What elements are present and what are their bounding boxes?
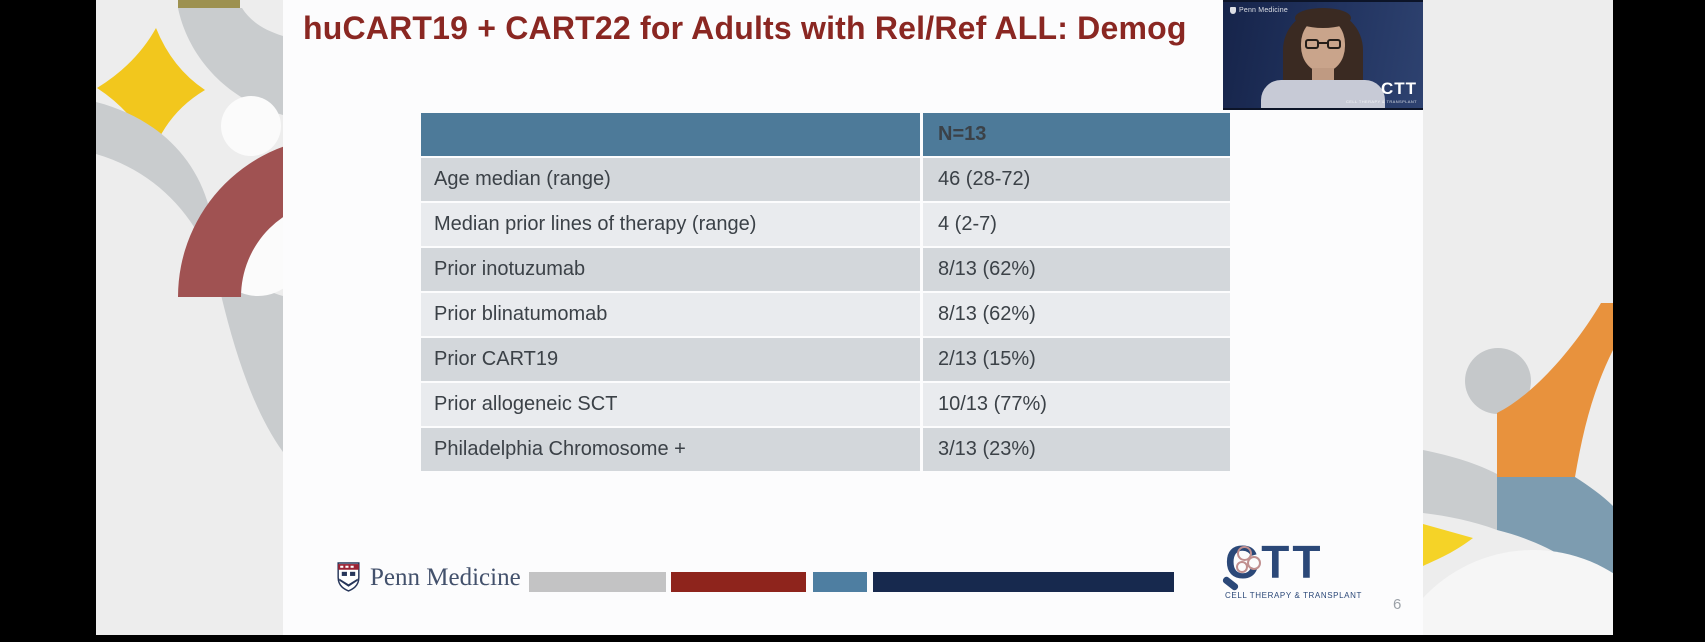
penn-medicine-logo: Penn Medicine [336, 562, 521, 593]
row-label: Prior CART19 [421, 338, 920, 381]
row-value: 8/13 (62%) [923, 248, 1230, 291]
footer-bar-blue [813, 572, 867, 592]
footer-bar-navy [873, 572, 1174, 592]
row-value: 2/13 (15%) [923, 338, 1230, 381]
webcam-ctt-logo: CTT CELL THERAPY & TRANSPLANT [1346, 79, 1417, 104]
table-row: Median prior lines of therapy (range) 4 … [421, 203, 1230, 246]
table-row: Prior allogeneic SCT 10/13 (77%) [421, 383, 1230, 426]
left-margin-decoration [96, 0, 283, 635]
row-label: Prior allogeneic SCT [421, 383, 920, 426]
row-label: Prior inotuzumab [421, 248, 920, 291]
table-header-n: N=13 [923, 113, 1230, 156]
table-row: Prior CART19 2/13 (15%) [421, 338, 1230, 381]
webcam-watermark: Penn Medicine [1230, 7, 1288, 14]
row-value: 3/13 (23%) [923, 428, 1230, 471]
penn-logo-text: Penn Medicine [370, 563, 521, 591]
presentation-slide: huCART19 + CART22 for Adults with Rel/Re… [283, 0, 1423, 635]
row-value: 10/13 (77%) [923, 383, 1230, 426]
presenter-shoulders [1261, 80, 1385, 108]
row-value: 4 (2-7) [923, 203, 1230, 246]
table-header-empty [421, 113, 920, 156]
slide-background: huCART19 + CART22 for Adults with Rel/Re… [96, 0, 1613, 635]
table-row: Prior blinatumomab 8/13 (62%) [421, 293, 1230, 336]
penn-shield-icon [1230, 7, 1236, 14]
demographics-table: N=13 Age median (range) 46 (28-72) Media… [421, 113, 1230, 473]
row-label: Median prior lines of therapy (range) [421, 203, 920, 246]
table-row: Prior inotuzumab 8/13 (62%) [421, 248, 1230, 291]
footer-bar-gray [529, 572, 666, 592]
ctt-cell-icon [1237, 546, 1252, 561]
presenter-hair-fringe [1295, 8, 1351, 28]
presenter-webcam-video[interactable]: Penn Medicine CTT CELL THERAPY & TRANSPL… [1223, 0, 1423, 110]
presenter-glasses [1305, 39, 1341, 51]
row-value: 46 (28-72) [923, 158, 1230, 201]
table-body: Age median (range) 46 (28-72) Median pri… [421, 158, 1230, 471]
table-row: Age median (range) 46 (28-72) [421, 158, 1230, 201]
webcam-ctt-text: CTT [1380, 79, 1417, 98]
footer-bar-red [671, 572, 806, 592]
table-row: Philadelphia Chromosome + 3/13 (23%) [421, 428, 1230, 471]
row-label: Age median (range) [421, 158, 920, 201]
ctt-logo-subtext: CELL THERAPY & TRANSPLANT [1225, 591, 1362, 600]
page-number: 6 [1393, 596, 1402, 613]
right-margin-decoration [1423, 0, 1613, 635]
table-header-row: N=13 [421, 113, 1230, 156]
webcam-watermark-text: Penn Medicine [1239, 7, 1288, 14]
ctt-logo: CTT CELL THERAPY & TRANSPLANT [1221, 534, 1385, 600]
slide-title: huCART19 + CART22 for Adults with Rel/Re… [303, 10, 1187, 46]
penn-shield-icon [337, 562, 360, 592]
row-label: Philadelphia Chromosome + [421, 428, 920, 471]
ctt-cell-icon [1236, 561, 1248, 573]
ctt-cell-icon [1247, 556, 1261, 570]
row-label: Prior blinatumomab [421, 293, 920, 336]
row-value: 8/13 (62%) [923, 293, 1230, 336]
